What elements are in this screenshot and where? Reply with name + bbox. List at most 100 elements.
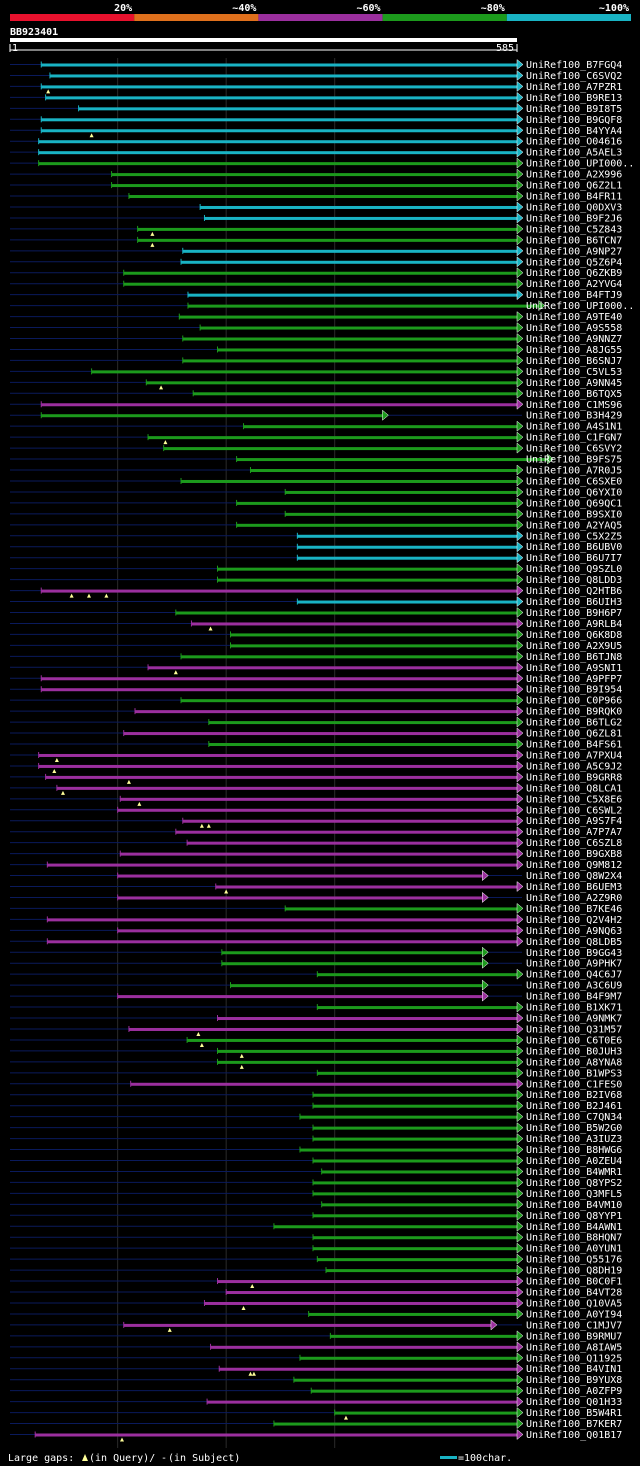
hit-row: UniRef100_B9H6P7 xyxy=(10,606,622,619)
hit-row: UniRef100_B2IV68 xyxy=(10,1089,622,1101)
hit-row: UniRef100_Q8YPS2 xyxy=(10,1176,622,1189)
hit-arrow xyxy=(516,475,524,487)
hit-label: UniRef100_C6SVQ2 xyxy=(526,71,622,82)
hit-label: UniRef100_C5VL53 xyxy=(526,367,622,378)
hit-row: UniRef100_O04616 xyxy=(10,135,622,148)
hit-arrow xyxy=(516,1286,524,1298)
hit-arrow xyxy=(516,442,524,454)
hit-bar xyxy=(128,1027,517,1031)
hit-label: UniRef100_C5X8E6 xyxy=(526,794,622,805)
hit-bar xyxy=(111,184,517,188)
hit-label: UniRef100_C1FES0 xyxy=(526,1079,622,1090)
query-gap-marker xyxy=(54,757,59,762)
hit-label: UniRef100_B8HWG6 xyxy=(526,1145,622,1156)
hit-bar xyxy=(56,786,518,790)
hit-row: UniRef100_B3H429 xyxy=(10,409,622,422)
hit-row: UniRef100_Q10VA5 xyxy=(10,1297,622,1310)
hit-label: UniRef100_A9S7F4 xyxy=(526,816,622,827)
hit-arrow xyxy=(516,826,524,838)
hit-label: UniRef100_A5AEL3 xyxy=(526,148,622,159)
hit-row: UniRef100_A8IAW5 xyxy=(10,1341,622,1353)
hit-label: UniRef100_A7PXU4 xyxy=(526,750,622,761)
hit-bar xyxy=(146,381,517,385)
hit-row: UniRef100_Q0DXV3 xyxy=(10,201,622,213)
hit-label: UniRef100_Q5Z6P4 xyxy=(526,257,622,268)
hit-arrow xyxy=(516,727,524,739)
hit-label: UniRef100_A2X9U5 xyxy=(526,641,622,652)
query-gap-marker xyxy=(241,1305,246,1310)
legend-swatch xyxy=(10,14,135,21)
hit-row: UniRef100_A7R0J5 xyxy=(10,464,622,477)
hit-bar xyxy=(217,578,517,582)
hit-bar xyxy=(78,107,518,111)
query-gap-marker xyxy=(126,779,131,784)
hit-bar xyxy=(111,173,517,177)
hit-bar xyxy=(297,545,517,549)
hit-bar xyxy=(204,1301,517,1305)
hit-arrow xyxy=(482,870,489,882)
hit-bar xyxy=(91,370,517,374)
hit-bar xyxy=(128,195,517,199)
hit-arrow xyxy=(516,1396,524,1408)
hit-label: UniRef100_B1XK71 xyxy=(526,1003,622,1014)
hit-bar xyxy=(208,743,517,747)
hit-row: UniRef100_Q8W2X4 xyxy=(10,870,622,882)
hit-bar xyxy=(187,1038,518,1042)
hit-bar xyxy=(163,447,518,451)
hit-row: UniRef100_Q5Z6P4 xyxy=(10,256,622,268)
hit-row: UniRef100_A8JG55 xyxy=(10,343,622,356)
query-gap-marker xyxy=(159,385,164,390)
hit-bar xyxy=(219,1367,518,1371)
legend-swatch xyxy=(258,14,383,21)
hit-arrow xyxy=(516,256,524,268)
hit-arrow xyxy=(516,1187,524,1199)
hit-bar xyxy=(217,1049,517,1053)
hit-row: UniRef100_B9GQF8 xyxy=(10,113,622,126)
hit-row: UniRef100_C0P966 xyxy=(10,694,622,707)
hit-label: UniRef100_B7FGQ4 xyxy=(526,60,622,71)
hit-row: UniRef100_Q8YYP1 xyxy=(10,1209,622,1222)
query-gap-marker xyxy=(173,670,178,675)
hit-row: UniRef100_A5AEL3 xyxy=(10,146,622,159)
hit-label: UniRef100_B4AWN1 xyxy=(526,1222,622,1233)
hit-row: UniRef100_Q6ZKB9 xyxy=(10,267,622,279)
hit-label: UniRef100_A3C6U9 xyxy=(526,981,622,992)
hit-label: UniRef100_B4WMR1 xyxy=(526,1167,622,1178)
hit-arrow xyxy=(482,957,489,969)
hit-arrow xyxy=(516,278,524,290)
hit-bar xyxy=(45,96,517,100)
hit-row: UniRef100_B4YYA4 xyxy=(10,124,622,138)
hit-arrow xyxy=(516,1363,524,1375)
hit-arrow xyxy=(516,1242,524,1254)
hit-bar xyxy=(217,1017,517,1021)
hit-row: UniRef100_B8HWG6 xyxy=(10,1144,622,1156)
hit-label: UniRef100_C6SXE0 xyxy=(526,476,622,487)
hit-label: UniRef100_B0C0F1 xyxy=(526,1277,622,1288)
hit-bar xyxy=(317,1071,517,1075)
hit-arrow xyxy=(538,300,546,312)
hit-label: UniRef100_A9SNI1 xyxy=(526,663,622,674)
query-gap-marker xyxy=(104,593,109,598)
hit-row: UniRef100_A7PZR1 xyxy=(10,80,622,94)
hit-row: UniRef100_C5X8E6 xyxy=(10,793,622,806)
hit-label: UniRef100_B4FS61 xyxy=(526,740,622,751)
hit-bar xyxy=(317,1258,517,1262)
legend-swatch xyxy=(134,14,259,21)
hit-label: UniRef100_A5C9J2 xyxy=(526,761,622,772)
in-subject-label: (in Subject) xyxy=(168,1453,240,1464)
hit-row: UniRef100_Q01B17 xyxy=(10,1428,622,1442)
hit-row: UniRef100_A0ZFP9 xyxy=(10,1385,622,1397)
hit-arrow xyxy=(516,1089,524,1101)
hit-label: UniRef100_B4FTJ9 xyxy=(526,290,622,301)
hit-row: UniRef100_B5W2G0 xyxy=(10,1122,622,1134)
query-gap-marker xyxy=(208,626,213,631)
hit-row: UniRef100_B8HQN7 xyxy=(10,1231,622,1244)
hit-label: UniRef100_A9NNZ7 xyxy=(526,334,622,345)
hit-bar xyxy=(182,337,517,341)
hit-bar xyxy=(181,260,517,264)
hit-label: UniRef100_A2YAQ5 xyxy=(526,520,622,531)
hit-row: UniRef100_A2Z9R0 xyxy=(10,891,622,904)
hit-row: UniRef100_B6UBV0 xyxy=(10,541,622,553)
hit-row: UniRef100_B9YUX8 xyxy=(10,1374,622,1386)
hit-arrow xyxy=(516,365,524,377)
